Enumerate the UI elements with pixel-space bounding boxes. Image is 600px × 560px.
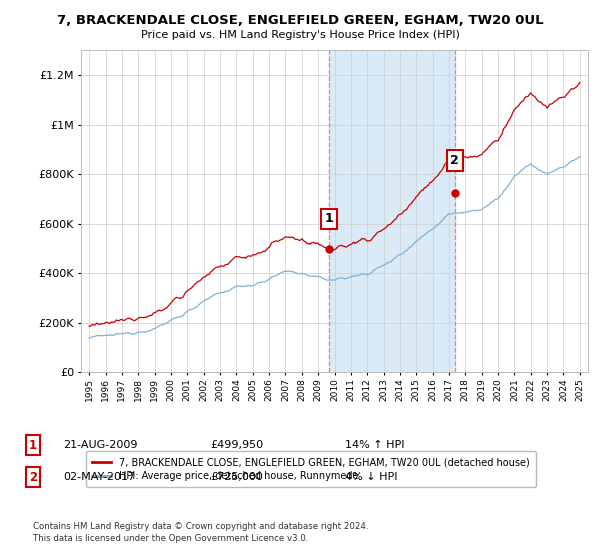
Text: 4% ↓ HPI: 4% ↓ HPI	[345, 472, 398, 482]
Text: 21-AUG-2009: 21-AUG-2009	[63, 440, 137, 450]
Text: 2: 2	[451, 154, 459, 167]
Text: 7, BRACKENDALE CLOSE, ENGLEFIELD GREEN, EGHAM, TW20 0UL: 7, BRACKENDALE CLOSE, ENGLEFIELD GREEN, …	[56, 14, 544, 27]
Text: 1: 1	[29, 438, 37, 452]
Text: £725,000: £725,000	[210, 472, 263, 482]
Text: 14% ↑ HPI: 14% ↑ HPI	[345, 440, 404, 450]
Bar	[329, 50, 455, 372]
Text: 2: 2	[29, 470, 37, 484]
Text: Price paid vs. HM Land Registry's House Price Index (HPI): Price paid vs. HM Land Registry's House …	[140, 30, 460, 40]
Legend: 7, BRACKENDALE CLOSE, ENGLEFIELD GREEN, EGHAM, TW20 0UL (detached house), HPI: A: 7, BRACKENDALE CLOSE, ENGLEFIELD GREEN, …	[86, 451, 536, 487]
Text: 02-MAY-2017: 02-MAY-2017	[63, 472, 135, 482]
Text: Contains HM Land Registry data © Crown copyright and database right 2024.
This d: Contains HM Land Registry data © Crown c…	[33, 522, 368, 543]
Text: £499,950: £499,950	[210, 440, 263, 450]
Text: 1: 1	[325, 212, 333, 225]
